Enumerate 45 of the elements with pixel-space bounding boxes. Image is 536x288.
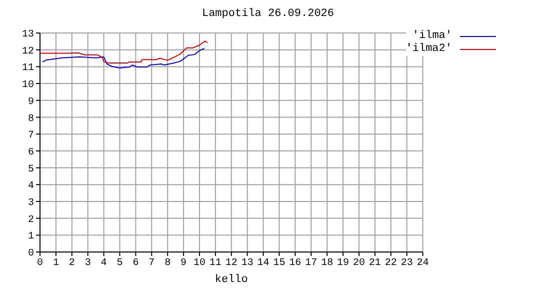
x-tick-label: 10 [193,258,206,270]
y-tick-label: 6 [28,147,34,158]
x-tick-label: 23 [400,258,413,270]
y-tick-label: 12 [22,46,34,58]
x-tick-label: 15 [273,258,286,270]
x-tick-label: 8 [164,258,171,270]
x-tick-label: 3 [84,258,91,270]
x-tick-label: 2 [68,258,75,270]
y-tick-label: 0 [28,248,34,260]
y-tick-label: 5 [28,164,34,176]
x-tick-label: 20 [352,258,365,270]
x-axis-title: kello [214,274,248,286]
y-tick-label: 8 [28,114,34,125]
y-tick-label: 11 [22,63,34,74]
y-tick-label: 13 [22,30,34,41]
x-tick-label: 18 [321,258,334,270]
y-tick-label: 2 [28,214,34,226]
x-tick-label: 1 [52,258,59,270]
x-tick-label: 21 [368,258,381,270]
x-tick-label: 19 [337,258,350,270]
x-tick-label: 7 [148,258,155,270]
x-tick-label: 14 [257,258,270,270]
legend-label: 'ilma2' [406,43,452,56]
y-tick-label: 4 [28,181,34,192]
line-series [42,48,205,69]
y-tick-label: 1 [28,232,34,243]
x-tick-label: 11 [209,258,222,270]
x-tick-label: 24 [416,258,429,270]
x-tick-label: 9 [180,258,187,270]
legend-label: 'ilma' [412,30,452,43]
y-tick-label: 3 [28,198,34,210]
x-tick-label: 4 [100,258,107,270]
y-tick-label: 9 [28,96,34,108]
x-tick-label: 13 [241,258,254,270]
line-series [40,40,208,64]
y-tick-label: 10 [22,80,34,92]
x-tick-label: 6 [132,258,139,270]
x-tick-label: 22 [384,258,397,270]
chart-title: Lampotila 26.09.2026 [200,8,336,20]
x-tick-label: 17 [305,258,318,270]
x-tick-label: 16 [289,258,302,270]
x-tick-label: 12 [225,258,238,270]
x-tick-label: 0 [36,258,44,270]
y-tick-label: 7 [28,130,34,142]
x-tick-label: 5 [116,258,123,270]
